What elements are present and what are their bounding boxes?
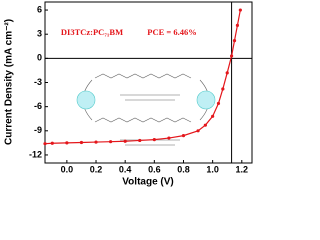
y-tick-label: -12 [29,149,42,159]
data-point [221,87,225,91]
data-point [108,140,113,144]
data-point [123,139,127,143]
data-point [181,134,186,138]
data-point [196,129,200,133]
data-point [203,123,207,127]
y-tick-label: -6 [34,101,42,111]
y-tick-label: 6 [37,4,42,14]
x-axis-title: Voltage (V) [122,177,173,188]
data-point [43,142,47,146]
y-tick-label: -9 [34,125,42,135]
data-point [232,39,237,43]
molecule-structure [76,73,216,146]
data-point [235,23,240,27]
y-tick-label: 3 [37,29,42,39]
y-axis-title: Current Density (mA cm⁻²) [4,19,15,145]
x-tick-label: 0.0 [61,164,74,174]
data-point [50,141,54,145]
data-point [238,8,242,12]
y-tick-label: 0 [37,53,42,63]
x-tick-label: 0.6 [148,164,161,174]
data-point [79,140,84,145]
data-point [65,141,69,145]
x-tick-label: 0.4 [119,164,132,174]
data-point [167,136,171,140]
data-point [94,140,98,144]
x-tick-label: 0.8 [177,164,190,174]
x-tick-label: 1.0 [206,164,219,174]
data-point [152,138,156,142]
annotation: PCE = 6.46% [147,27,196,37]
x-tick-label: 1.2 [236,164,249,174]
y-tick-label: -3 [34,77,42,87]
annotation: DI3TCz:PC₇₁BM [61,27,123,37]
data-point [216,101,221,106]
data-point [225,71,229,75]
data-point [138,138,142,143]
x-tick-label: 0.2 [90,164,103,174]
chart: DI3TCz:PC₇₁BM PCE = 6.46% Voltage (V) Cu… [4,1,253,188]
data-point [211,114,215,118]
data-point [229,54,234,58]
